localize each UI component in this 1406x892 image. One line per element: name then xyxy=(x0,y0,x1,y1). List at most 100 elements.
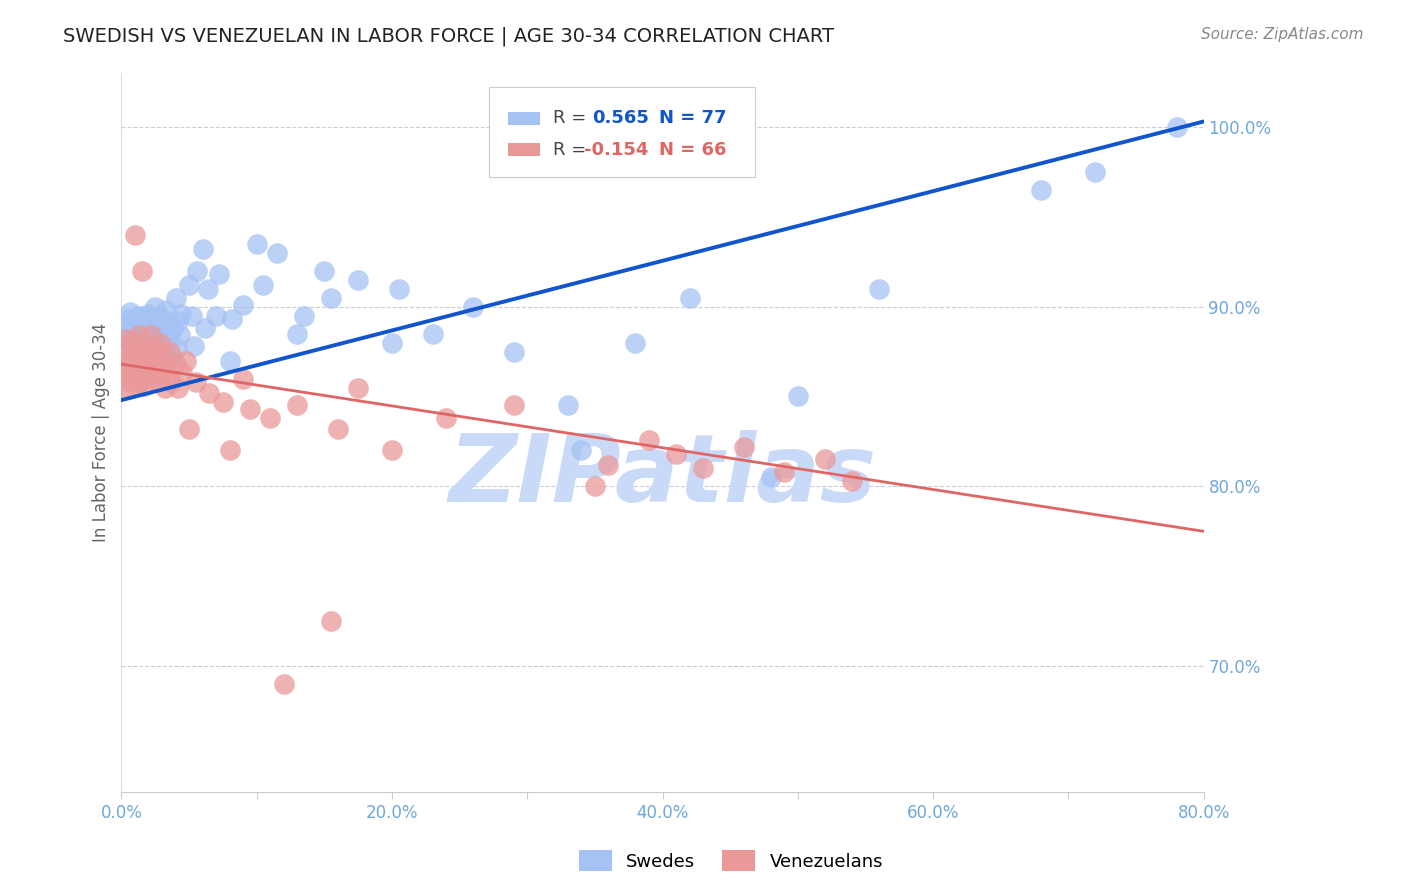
Point xyxy=(502,344,524,359)
Point xyxy=(152,343,174,357)
Point xyxy=(145,375,167,389)
Point xyxy=(143,353,166,368)
Point xyxy=(502,399,524,413)
Point xyxy=(134,378,156,392)
Point xyxy=(112,357,135,371)
Point xyxy=(252,278,274,293)
Point xyxy=(273,677,295,691)
Point xyxy=(124,227,146,242)
Point xyxy=(159,344,181,359)
Point xyxy=(212,395,235,409)
Point xyxy=(152,350,174,364)
Point xyxy=(138,332,160,346)
Point xyxy=(167,314,190,328)
Point xyxy=(1166,120,1188,134)
Point xyxy=(118,351,141,366)
Point xyxy=(125,323,148,337)
Point xyxy=(131,348,153,362)
Text: N = 77: N = 77 xyxy=(659,110,727,128)
Point xyxy=(129,325,152,339)
Point xyxy=(143,300,166,314)
Point xyxy=(759,470,782,484)
Point xyxy=(146,334,169,348)
Point xyxy=(208,267,231,281)
Point xyxy=(598,458,620,472)
Point xyxy=(153,326,176,341)
Point xyxy=(157,368,180,382)
Point xyxy=(124,316,146,330)
Point xyxy=(131,263,153,277)
Point xyxy=(321,614,343,628)
Point xyxy=(422,326,444,341)
Point xyxy=(259,411,281,425)
Point xyxy=(170,307,193,321)
Text: R =: R = xyxy=(553,110,598,128)
Point xyxy=(285,399,308,413)
Legend: Swedes, Venezuelans: Swedes, Venezuelans xyxy=(572,843,890,879)
Point xyxy=(169,328,191,343)
Point xyxy=(232,298,254,312)
Point xyxy=(122,353,145,368)
Point xyxy=(232,371,254,385)
Point xyxy=(194,321,217,335)
Text: N = 66: N = 66 xyxy=(659,141,727,159)
Point xyxy=(121,344,143,359)
Point xyxy=(145,350,167,364)
Point xyxy=(122,335,145,350)
Point xyxy=(186,263,208,277)
Point xyxy=(166,341,188,355)
Point xyxy=(569,443,592,458)
Text: 0.565: 0.565 xyxy=(592,110,650,128)
Point xyxy=(159,328,181,343)
Point xyxy=(162,321,184,335)
Point xyxy=(150,364,173,378)
Point xyxy=(183,339,205,353)
Point xyxy=(115,332,138,346)
Point xyxy=(221,312,243,326)
Point xyxy=(146,343,169,357)
Point xyxy=(138,344,160,359)
Point xyxy=(160,375,183,389)
Point xyxy=(733,440,755,454)
Point xyxy=(118,305,141,319)
Point xyxy=(120,375,142,389)
Point xyxy=(155,357,177,371)
Y-axis label: In Labor Force | Age 30-34: In Labor Force | Age 30-34 xyxy=(93,323,110,542)
Point xyxy=(117,312,139,326)
Point xyxy=(149,319,172,334)
Point xyxy=(314,263,336,277)
Point xyxy=(434,411,457,425)
Point xyxy=(381,443,404,458)
Point xyxy=(814,452,837,467)
Point xyxy=(321,291,343,305)
Point xyxy=(142,362,165,376)
Point xyxy=(132,359,155,373)
Point xyxy=(127,318,149,332)
Point xyxy=(218,443,240,458)
Point xyxy=(114,339,136,353)
Point xyxy=(1031,183,1053,197)
Point xyxy=(156,335,179,350)
Point xyxy=(167,380,190,394)
Point xyxy=(285,326,308,341)
Point xyxy=(138,307,160,321)
Point xyxy=(198,385,221,400)
Point xyxy=(114,332,136,346)
Point xyxy=(153,380,176,394)
Text: ZIPatlas: ZIPatlas xyxy=(449,430,876,522)
Point xyxy=(292,309,315,323)
Text: Source: ZipAtlas.com: Source: ZipAtlas.com xyxy=(1201,27,1364,42)
Text: -0.154: -0.154 xyxy=(583,141,648,159)
Point xyxy=(155,303,177,318)
Point xyxy=(176,353,198,368)
Point xyxy=(388,282,411,296)
Point xyxy=(131,314,153,328)
Point xyxy=(638,433,661,447)
Point xyxy=(141,337,163,351)
Point xyxy=(184,375,207,389)
Point xyxy=(463,300,485,314)
FancyBboxPatch shape xyxy=(508,144,540,156)
FancyBboxPatch shape xyxy=(489,87,755,178)
Point xyxy=(347,380,370,394)
Point xyxy=(142,323,165,337)
